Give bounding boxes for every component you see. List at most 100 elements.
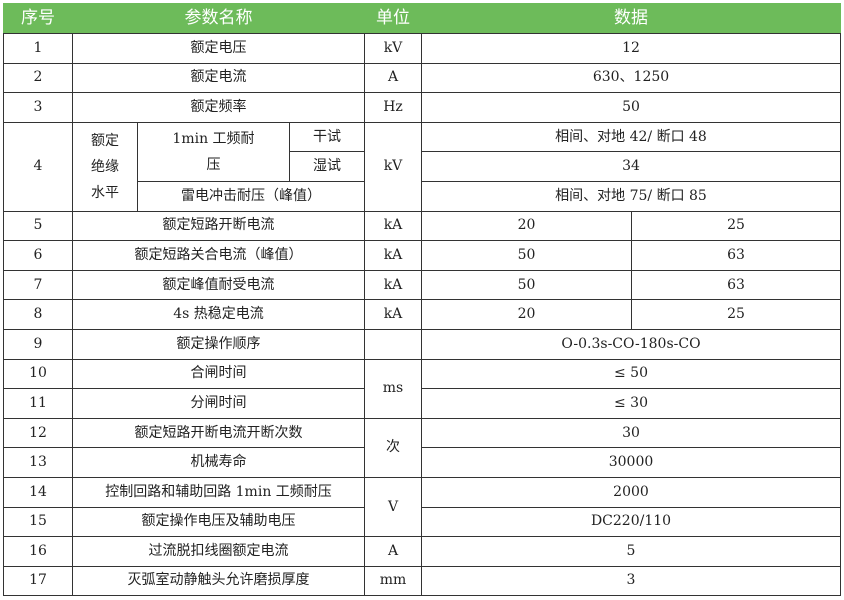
row-unit: kA xyxy=(364,269,422,301)
row-seq: 9 xyxy=(3,328,73,360)
table-row: 9 额定操作顺序 O-0.3s-CO-180s-CO xyxy=(3,328,841,360)
table-row: 8 4s 热稳定电流 kA 20 25 xyxy=(3,299,841,330)
row-name: 灭弧室动静触头允许磨损厚度 xyxy=(72,565,365,597)
row-value: 63 xyxy=(631,240,841,271)
dry-value: 相间、对地 42/ 断口 48 xyxy=(421,121,841,153)
lightning-value: 相间、对地 75/ 断口 85 xyxy=(421,180,841,212)
header-row: 序号 参数名称 单位 数据 xyxy=(3,3,841,34)
row-seq: 7 xyxy=(3,269,73,301)
row-seq: 5 xyxy=(3,210,73,242)
row-value: ≤ 30 xyxy=(421,388,841,419)
row-name: 额定短路关合电流（峰值） xyxy=(72,240,365,271)
row-unit: Hz xyxy=(364,92,422,123)
row-value: 2000 xyxy=(421,476,841,508)
table-row: 湿试 34 xyxy=(4,151,841,182)
row-seq: 2 xyxy=(3,62,73,94)
row-unit xyxy=(364,328,422,360)
row-value: DC220/110 xyxy=(421,506,841,538)
table-row: 11 分闸时间 ≤ 30 xyxy=(3,388,841,419)
table-row: 7 额定峰值耐受电流 kA 50 63 xyxy=(3,269,841,301)
table-row: 6 额定短路关合电流（峰值） kA 50 63 xyxy=(3,240,841,271)
row-unit: kA xyxy=(364,299,422,330)
row-name: 过流脱扣线圈额定电流 xyxy=(72,536,365,567)
row-value: ≤ 50 xyxy=(421,358,841,390)
row-name: 额定短路开断电流开断次数 xyxy=(72,417,365,449)
row-value: 5 xyxy=(421,536,841,567)
table-row: 雷电冲击耐压（峰值） 相间、对地 75/ 断口 85 xyxy=(4,180,841,212)
row-seq: 13 xyxy=(3,447,73,478)
row-unit: ms xyxy=(364,358,422,419)
row-seq: 11 xyxy=(3,388,73,419)
row-value: 50 xyxy=(421,240,632,271)
row-seq: 15 xyxy=(3,506,73,538)
row-seq: 1 xyxy=(3,33,73,64)
row-value: 25 xyxy=(631,210,841,242)
row-value: 30000 xyxy=(421,447,841,478)
table-row: 10 合闸时间 ms ≤ 50 xyxy=(3,358,841,419)
power-frequency-withstand: 1min 工频耐压 xyxy=(137,121,290,182)
table-row: 13 机械寿命 30000 xyxy=(3,447,841,478)
row-value: 63 xyxy=(631,269,841,301)
row-value: 20 xyxy=(421,210,632,242)
row-name: 合闸时间 xyxy=(72,358,365,390)
row-value: 25 xyxy=(631,299,841,330)
row-unit: V xyxy=(364,476,422,538)
row-unit: kV xyxy=(364,33,422,64)
table-row: 14 控制回路和辅助回路 1min 工频耐压 V 2000 xyxy=(3,476,841,538)
row-seq: 16 xyxy=(3,536,73,567)
table-row: 5 额定短路开断电流 kA 20 25 xyxy=(3,210,841,242)
row-name: 额定峰值耐受电流 xyxy=(72,269,365,301)
wet-value: 34 xyxy=(421,151,841,182)
table-row: 4 额定绝缘水平 1min 工频耐压 干试 kV 相间、对地 42/ 断口 48 xyxy=(3,121,841,212)
table-row: 12 额定短路开断电流开断次数次 30 xyxy=(3,417,841,478)
row-value: 30 xyxy=(421,417,841,449)
row-unit: A xyxy=(364,536,422,567)
row-name: 分闸时间 xyxy=(72,388,365,419)
row-seq: 6 xyxy=(3,240,73,271)
row-name: 额定电流 xyxy=(72,62,365,94)
row-seq: 3 xyxy=(3,92,73,123)
row-unit: kA xyxy=(364,210,422,242)
dry-test: 干试 xyxy=(289,121,365,153)
row-value: 630、1250 xyxy=(421,62,841,94)
wet-test: 湿试 xyxy=(289,151,365,182)
table-row: 1 额定电压 kV 12 xyxy=(3,33,841,64)
header-data: 数据 xyxy=(421,3,841,34)
row-seq: 8 xyxy=(3,299,73,330)
row-unit: kA xyxy=(364,240,422,271)
row-unit: kV xyxy=(364,121,422,212)
row-seq: 14 xyxy=(3,476,73,508)
row-value: 20 xyxy=(421,299,632,330)
lightning-impulse: 雷电冲击耐压（峰值） xyxy=(137,180,365,212)
row-name: 机械寿命 xyxy=(72,447,365,478)
row-seq: 17 xyxy=(3,565,73,597)
row-unit: A xyxy=(364,62,422,94)
row-name: 额定频率 xyxy=(72,92,365,123)
row-name: 控制回路和辅助回路 1min 工频耐压 xyxy=(72,476,365,508)
table-row: 17 灭弧室动静触头允许磨损厚度 mm 3 xyxy=(3,565,841,597)
row-value: 12 xyxy=(421,33,841,64)
row-value: 3 xyxy=(421,565,841,597)
row-unit: 次 xyxy=(364,417,422,478)
header-seq: 序号 xyxy=(3,3,73,34)
row-seq: 10 xyxy=(3,358,73,390)
row-name: 额定操作顺序 xyxy=(72,328,365,360)
table-row: 3 额定频率 Hz 50 xyxy=(3,92,841,123)
row-name: 额定电压 xyxy=(72,33,365,64)
parameter-table: 序号 参数名称 单位 数据 1 额定电压 kV 12 2 额定电流 A 630、1250 3 额定… xyxy=(3,3,841,597)
header-unit: 单位 xyxy=(364,3,422,34)
row-value: O-0.3s-CO-180s-CO xyxy=(421,328,841,360)
table-row: 15 额定操作电压及辅助电压 DC220/110 xyxy=(3,506,841,538)
row-seq: 4 xyxy=(3,121,73,212)
row-name: 4s 热稳定电流 xyxy=(72,299,365,330)
row-value: 50 xyxy=(421,92,841,123)
insulation-group: 额定绝缘水平 xyxy=(72,121,138,212)
row-unit: mm xyxy=(364,565,422,597)
table-row: 2 额定电流 A 630、1250 xyxy=(3,62,841,94)
row-name: 额定操作电压及辅助电压 xyxy=(72,506,365,538)
header-name: 参数名称 xyxy=(72,3,365,34)
row-seq: 12 xyxy=(3,417,73,449)
row-value: 50 xyxy=(421,269,632,301)
row-name: 额定短路开断电流 xyxy=(72,210,365,242)
table-row: 16 过流脱扣线圈额定电流 A 5 xyxy=(3,536,841,567)
